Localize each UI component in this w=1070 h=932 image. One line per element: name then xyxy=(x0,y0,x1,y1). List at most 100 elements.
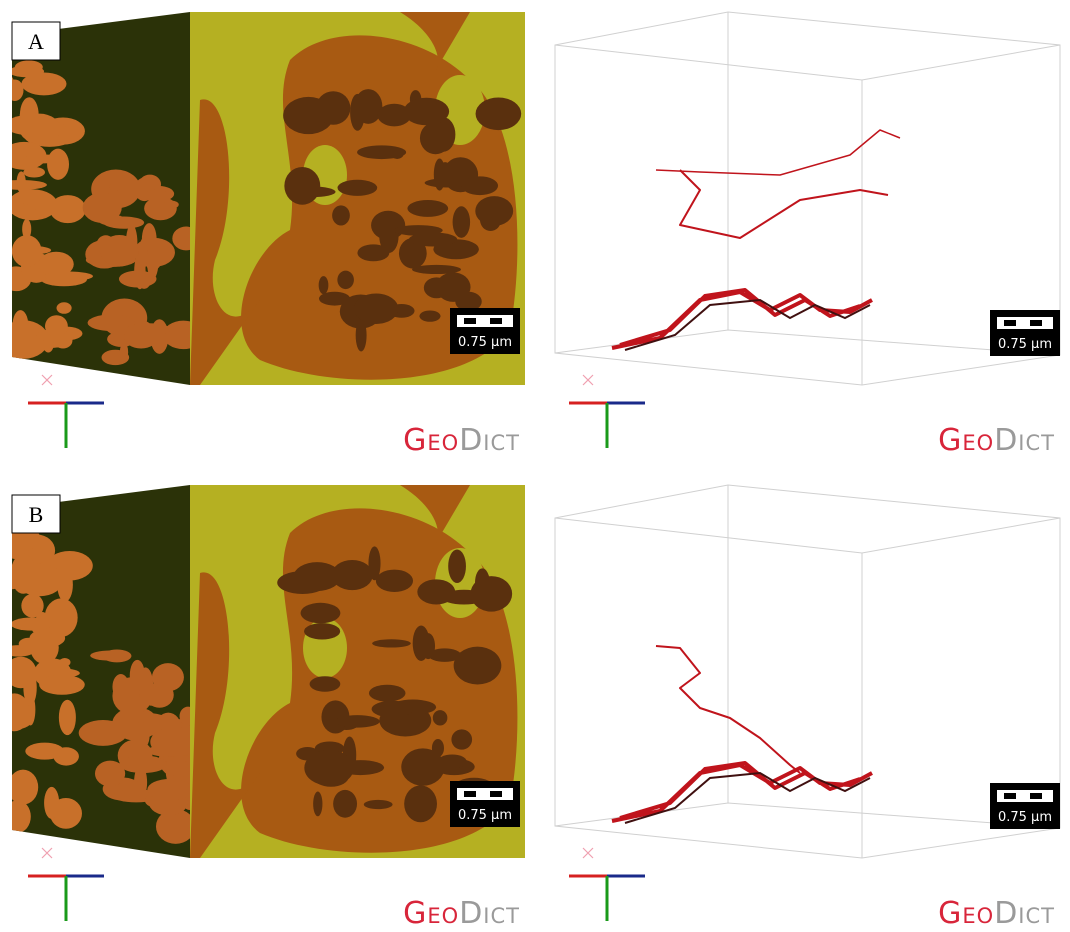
pore xyxy=(11,618,53,631)
pore xyxy=(45,598,78,637)
pore xyxy=(12,235,42,267)
pore xyxy=(451,729,472,749)
pore xyxy=(23,167,45,178)
pore-path-bundle xyxy=(625,773,870,823)
pore xyxy=(404,785,437,822)
scale-bar-label: 0.75 µm xyxy=(998,810,1052,825)
pore xyxy=(301,603,341,624)
pore xyxy=(371,211,405,240)
scale-bar-tick xyxy=(464,791,476,797)
logo-dict: Dict xyxy=(459,896,520,931)
pore xyxy=(0,320,49,359)
pore xyxy=(23,154,65,163)
pore xyxy=(44,787,59,819)
axis-x-label xyxy=(42,375,52,385)
scale-bar-tick xyxy=(1030,320,1042,326)
pore xyxy=(357,145,406,159)
logo-dict: Dict xyxy=(994,896,1055,931)
scale-bar-tick xyxy=(1030,793,1042,799)
logo: GeoDict xyxy=(403,423,520,458)
pore xyxy=(448,549,466,583)
pore xyxy=(476,97,522,130)
panel: B0.75 µmGeoDict0.75 µmGeoDict xyxy=(0,485,1060,931)
pore xyxy=(21,72,66,95)
axis-x-label xyxy=(42,848,52,858)
pore xyxy=(313,792,322,817)
pore xyxy=(132,722,149,750)
pore xyxy=(407,200,448,217)
pore xyxy=(143,190,169,201)
pore xyxy=(470,576,512,612)
panel-label: A xyxy=(28,29,44,54)
scale-bar-tick xyxy=(1004,320,1016,326)
pore xyxy=(21,594,43,618)
pore xyxy=(44,271,93,281)
pore xyxy=(354,293,398,323)
pore xyxy=(417,579,455,604)
pore xyxy=(6,79,23,100)
pore xyxy=(475,196,513,226)
axis-x-label xyxy=(583,848,593,858)
pore xyxy=(420,122,451,154)
figure: A0.75 µmGeoDict0.75 µmGeoDictB0.75 µmGeo… xyxy=(0,0,1070,932)
logo: GeoDict xyxy=(403,896,520,931)
pore xyxy=(333,790,357,818)
pore xyxy=(350,94,365,131)
pore xyxy=(120,342,128,362)
pore xyxy=(147,779,193,800)
pore xyxy=(50,195,86,223)
pore xyxy=(25,743,64,760)
pore xyxy=(304,623,340,639)
pore xyxy=(83,193,122,223)
pore xyxy=(130,660,145,691)
pore xyxy=(372,701,414,718)
pore xyxy=(8,189,58,220)
panel-label: B xyxy=(29,502,44,527)
pore xyxy=(57,302,72,313)
pore xyxy=(376,570,413,592)
pore xyxy=(102,650,131,663)
logo: GeoDict xyxy=(938,423,1055,458)
pore xyxy=(4,800,31,833)
pore xyxy=(139,239,147,271)
pore xyxy=(364,800,393,809)
logo-geo: Geo xyxy=(938,896,994,931)
logo-geo: Geo xyxy=(403,423,459,458)
pore xyxy=(147,240,159,280)
scale-bar-label: 0.75 µm xyxy=(458,808,512,823)
pore xyxy=(8,770,38,805)
scale-bar-label: 0.75 µm xyxy=(458,335,512,350)
pore xyxy=(45,315,68,337)
pore xyxy=(6,76,15,101)
pore xyxy=(372,639,411,647)
pore xyxy=(337,271,354,289)
scale-bar-tick xyxy=(1004,793,1016,799)
pore xyxy=(335,715,380,727)
pore xyxy=(119,755,167,773)
pore xyxy=(404,98,449,126)
pore xyxy=(172,754,185,781)
pore xyxy=(454,647,502,685)
pore xyxy=(356,319,367,351)
logo-geo: Geo xyxy=(938,423,994,458)
pore xyxy=(140,686,166,705)
pore xyxy=(419,310,440,321)
scale-bar-tick xyxy=(464,318,476,324)
pore-path xyxy=(656,130,900,175)
pore-path-bundle xyxy=(612,763,872,821)
pore xyxy=(409,232,457,246)
pore xyxy=(434,158,446,190)
scale-bar-tick xyxy=(490,318,502,324)
pore-path-bundle xyxy=(625,300,870,350)
pore xyxy=(310,676,341,692)
axis-x-label xyxy=(583,375,593,385)
pore xyxy=(338,180,378,196)
pore-path xyxy=(680,170,888,238)
pore xyxy=(369,685,406,702)
logo-dict: Dict xyxy=(459,423,520,458)
pore xyxy=(59,700,76,735)
pore xyxy=(319,292,350,306)
pore xyxy=(4,205,36,215)
box-frame xyxy=(555,485,1060,858)
pore xyxy=(79,720,128,746)
